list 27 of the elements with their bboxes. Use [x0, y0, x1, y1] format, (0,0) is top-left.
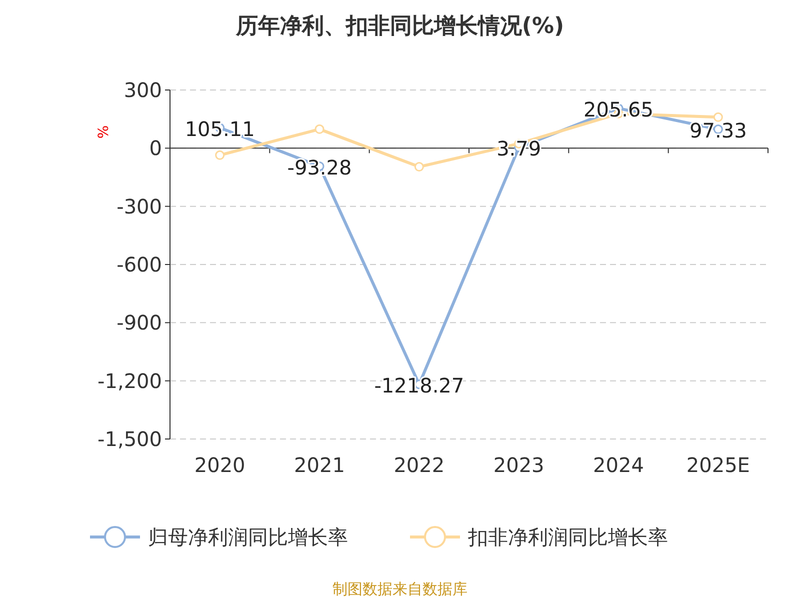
data-label: -1218.27 [374, 373, 464, 398]
data-label: -93.28 [287, 155, 352, 180]
point [215, 150, 225, 160]
x-tick-label: 2023 [493, 453, 544, 477]
y-axis-title: % [96, 125, 112, 139]
y-tick-label: -1,200 [98, 368, 162, 393]
y-tick-label: 0 [149, 136, 162, 160]
data-label: 97.33 [690, 118, 747, 142]
data-label: 205.65 [584, 97, 654, 122]
legend-label: 扣非净利润同比增长率 [467, 525, 668, 549]
x-tick-label: 2020 [194, 453, 246, 477]
point [713, 112, 723, 122]
x-tick-label: 2021 [294, 453, 345, 477]
y-tick-label: -300 [116, 194, 162, 218]
y-tick-label: -1,500 [98, 427, 162, 451]
point [314, 124, 324, 134]
x-tick-label: 2022 [394, 453, 445, 477]
x-tick-label: 2025E [686, 453, 750, 477]
y-tick-label: -600 [116, 252, 162, 276]
text: 制图数据来自数据库 [332, 580, 468, 598]
y-tick-label: -900 [116, 310, 162, 335]
data-label: 105.11 [184, 116, 255, 141]
chart-title: 历年净利、扣非同比增长情况(%) [234, 14, 564, 39]
legend-label: 归母净利润同比增长率 [148, 525, 348, 549]
point [414, 162, 424, 172]
y-tick-label: 300 [124, 78, 162, 102]
x-tick-label: 2024 [593, 453, 644, 477]
